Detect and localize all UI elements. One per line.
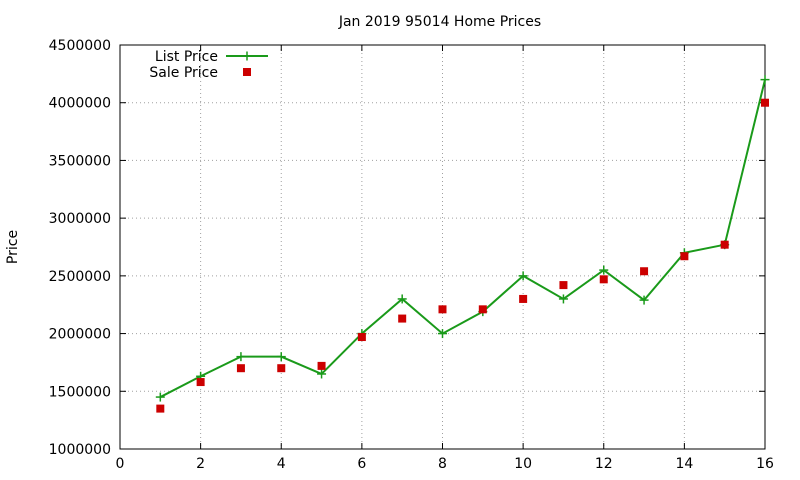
y-tick-label: 3500000 bbox=[49, 153, 111, 169]
y-tick-label: 4000000 bbox=[49, 96, 111, 112]
data-point bbox=[276, 352, 286, 362]
data-point bbox=[398, 314, 407, 323]
data-point bbox=[558, 294, 568, 304]
data-point bbox=[438, 329, 447, 339]
y-tick-label: 2000000 bbox=[49, 327, 111, 343]
data-point bbox=[559, 281, 568, 290]
x-tick-label: 16 bbox=[756, 456, 774, 472]
data-point bbox=[518, 271, 528, 281]
x-tick-label: 4 bbox=[277, 456, 286, 472]
y-axis-label: Price bbox=[5, 230, 21, 264]
data-point bbox=[317, 369, 327, 379]
data-point bbox=[155, 392, 165, 402]
data-point bbox=[599, 265, 609, 275]
series-sale-price bbox=[156, 98, 769, 413]
legend-label: Sale Price bbox=[149, 65, 218, 81]
x-tick-label: 0 bbox=[116, 456, 125, 472]
data-point bbox=[519, 294, 528, 303]
data-point bbox=[438, 305, 447, 314]
series-list-price bbox=[155, 75, 770, 402]
data-point bbox=[478, 305, 487, 314]
data-point bbox=[639, 295, 649, 305]
legend-swatch-marker bbox=[242, 51, 252, 61]
data-point bbox=[640, 267, 649, 276]
data-point bbox=[357, 333, 366, 342]
y-tick-label: 3000000 bbox=[49, 211, 111, 227]
data-point bbox=[317, 361, 326, 370]
chart-title: Jan 2019 95014 Home Prices bbox=[338, 14, 541, 30]
x-tick-label: 6 bbox=[357, 456, 366, 472]
data-point bbox=[599, 275, 608, 284]
series-line bbox=[159, 79, 766, 398]
y-tick-label: 1500000 bbox=[49, 384, 111, 400]
data-point bbox=[156, 404, 165, 413]
data-point bbox=[720, 240, 729, 249]
data-point bbox=[397, 294, 407, 304]
y-tick-label: 2500000 bbox=[49, 269, 111, 285]
data-point bbox=[761, 98, 769, 107]
legend-swatch-marker bbox=[243, 68, 251, 76]
series-layer bbox=[155, 75, 770, 413]
x-tick-label: 14 bbox=[675, 456, 693, 472]
legend-label: List Price bbox=[155, 49, 218, 65]
y-tick-label: 1000000 bbox=[49, 442, 111, 458]
data-point bbox=[236, 364, 245, 373]
data-point bbox=[196, 378, 205, 387]
data-point bbox=[680, 252, 689, 261]
x-tick-label: 10 bbox=[514, 456, 532, 472]
x-tick-label: 2 bbox=[196, 456, 205, 472]
x-tick-label: 12 bbox=[595, 456, 613, 472]
ticks: 0 2 4 6 8 10 12 14 16 1000000 1500000 2000000 250000… bbox=[49, 38, 774, 472]
data-point bbox=[277, 364, 286, 373]
data-point bbox=[236, 352, 246, 362]
y-tick-label: 4500000 bbox=[49, 38, 111, 54]
data-point bbox=[760, 75, 770, 85]
x-tick-label: 8 bbox=[438, 456, 447, 472]
